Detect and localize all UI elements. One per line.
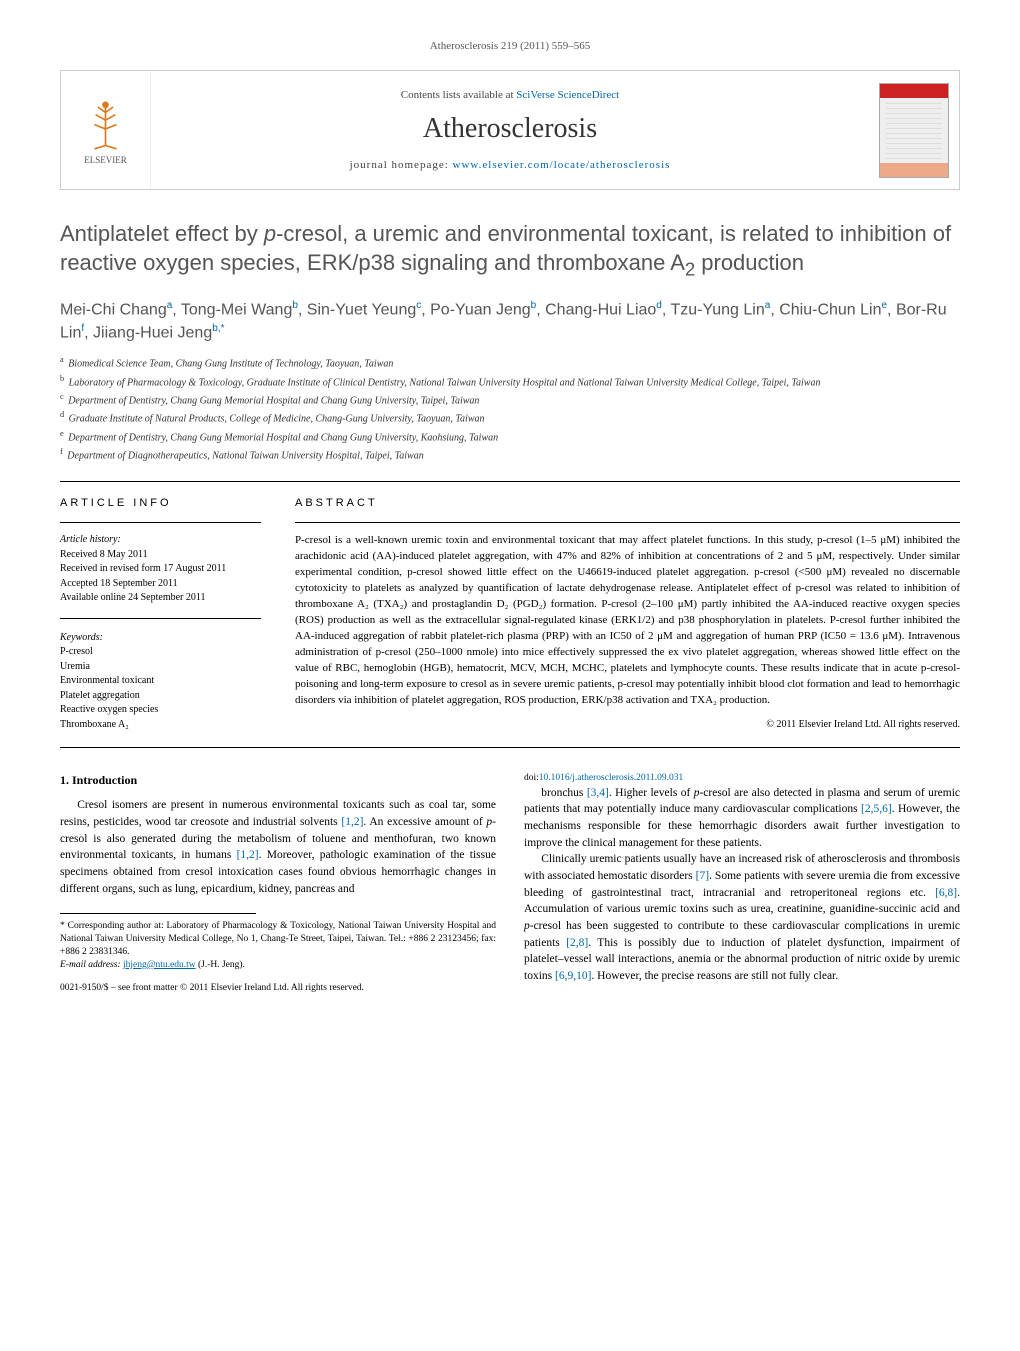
author-list: Mei-Chi Changa, Tong-Mei Wangb, Sin-Yuet… <box>60 299 960 344</box>
cite-6-9-10[interactable]: [6,9,10] <box>555 970 591 982</box>
email-label: E-mail address: <box>60 960 121 970</box>
intro-para-1: Cresol isomers are present in numerous e… <box>60 797 496 897</box>
keywords-label: Keywords: <box>60 631 261 646</box>
affiliation-b: b Laboratory of Pharmacology & Toxicolog… <box>60 373 960 390</box>
front-matter-line: 0021-9150/$ – see front matter © 2011 El… <box>60 982 496 995</box>
keyword-1: Uremia <box>60 661 90 672</box>
history-online: Available online 24 September 2011 <box>60 592 206 603</box>
cite-1-2b[interactable]: [1,2] <box>237 849 259 861</box>
affiliations: a Biomedical Science Team, Chang Gung In… <box>60 354 960 463</box>
affiliation-e: e Department of Dentistry, Chang Gung Me… <box>60 428 960 445</box>
history-label: Article history: <box>60 534 121 545</box>
cite-3-4[interactable]: [3,4] <box>587 787 609 799</box>
doi-prefix: doi: <box>524 773 539 783</box>
info-abstract-row: ARTICLE INFO Article history: Received 8… <box>60 481 960 748</box>
corresponding-author-note: * Corresponding author at: Laboratory of… <box>60 920 496 958</box>
keyword-3: Platelet aggregation <box>60 690 140 701</box>
affiliation-d: d Graduate Institute of Natural Products… <box>60 409 960 426</box>
contents-prefix: Contents lists available at <box>401 89 516 101</box>
homepage-prefix: journal homepage: <box>350 159 453 171</box>
abstract-copyright: © 2011 Elsevier Ireland Ltd. All rights … <box>295 718 960 733</box>
article-info-heading: ARTICLE INFO <box>60 496 261 512</box>
journal-homepage-line: journal homepage: www.elsevier.com/locat… <box>350 159 671 171</box>
footnote-separator <box>60 913 256 914</box>
corresponding-email-link[interactable]: jhjeng@ntu.edu.tw <box>123 960 196 970</box>
intro-para-2: bronchus [3,4]. Higher levels of p-creso… <box>524 785 960 852</box>
history-accepted: Accepted 18 September 2011 <box>60 578 178 589</box>
keyword-4: Reactive oxygen species <box>60 704 158 715</box>
abstract-column: ABSTRACT P-cresol is a well-known uremic… <box>275 482 960 747</box>
doi-link[interactable]: 10.1016/j.atherosclerosis.2011.09.031 <box>539 773 684 783</box>
cite-6-8[interactable]: [6,8] <box>935 887 957 899</box>
cite-1-2a[interactable]: [1,2] <box>341 816 363 828</box>
history-received: Received 8 May 2011 <box>60 549 148 560</box>
contents-available-line: Contents lists available at SciVerse Sci… <box>401 89 619 101</box>
journal-homepage-link[interactable]: www.elsevier.com/locate/atherosclerosis <box>453 159 671 171</box>
affiliation-c: c Department of Dentistry, Chang Gung Me… <box>60 391 960 408</box>
footnotes: * Corresponding author at: Laboratory of… <box>60 920 496 971</box>
section-1-heading: 1. Introduction <box>60 772 496 789</box>
cover-image-icon <box>879 83 949 178</box>
publisher-name: ELSEVIER <box>84 155 127 165</box>
abstract-heading: ABSTRACT <box>295 496 960 512</box>
elsevier-logo: ELSEVIER <box>61 71 151 189</box>
cite-2-8[interactable]: [2,8] <box>566 937 588 949</box>
elsevier-tree-icon <box>78 96 133 151</box>
journal-header-bar: ELSEVIER Contents lists available at Sci… <box>60 70 960 190</box>
article-title: Antiplatelet effect by p-cresol, a uremi… <box>60 220 960 281</box>
email-whom: (J.-H. Jeng). <box>198 960 245 970</box>
article-info-column: ARTICLE INFO Article history: Received 8… <box>60 482 275 747</box>
body-two-columns: 1. Introduction Cresol isomers are prese… <box>60 772 960 994</box>
abstract-text: P-cresol is a well-known uremic toxin an… <box>295 533 960 708</box>
keyword-5: Thromboxane A₂ <box>60 719 129 730</box>
history-revised: Received in revised form 17 August 2011 <box>60 563 226 574</box>
sciencedirect-link[interactable]: SciVerse ScienceDirect <box>516 89 619 101</box>
journal-cover-thumb <box>869 71 959 189</box>
doi-line: doi:10.1016/j.atherosclerosis.2011.09.03… <box>524 772 960 785</box>
keyword-2: Environmental toxicant <box>60 675 154 686</box>
email-line: E-mail address: jhjeng@ntu.edu.tw (J.-H.… <box>60 959 496 972</box>
cite-2-5-6[interactable]: [2,5,6] <box>861 803 892 815</box>
keyword-0: P-cresol <box>60 646 93 657</box>
cite-7[interactable]: [7] <box>696 870 709 882</box>
running-head: Atherosclerosis 219 (2011) 559–565 <box>60 40 960 52</box>
intro-para-3: Clinically uremic patients usually have … <box>524 851 960 984</box>
affiliation-f: f Department of Diagnotherapeutics, Nati… <box>60 446 960 463</box>
journal-name: Atherosclerosis <box>423 113 597 145</box>
header-center: Contents lists available at SciVerse Sci… <box>151 71 869 189</box>
affiliation-a: a Biomedical Science Team, Chang Gung In… <box>60 354 960 371</box>
